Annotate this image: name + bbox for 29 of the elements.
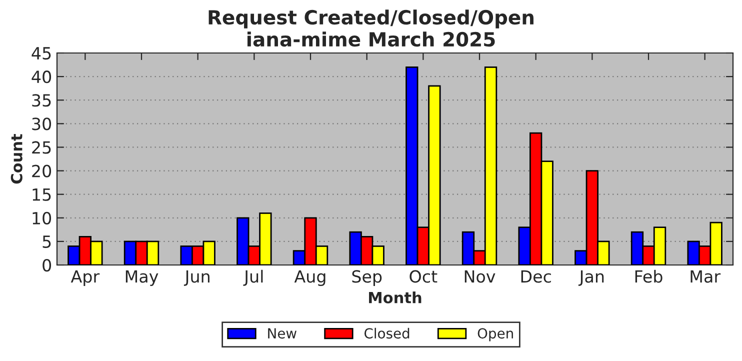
x-axis-title: Month (369, 292, 422, 304)
y-tick-label: 20 (32, 164, 52, 178)
x-tick-label: Sep (352, 270, 382, 286)
legend-label: New (268, 328, 296, 339)
chart-title: Request Created/Closed/Open (208, 10, 534, 28)
x-tick-label: Apr (70, 270, 100, 286)
x-tick-label: Jan (578, 270, 604, 286)
y-tick-label: 15 (32, 188, 51, 201)
x-tick-label: Feb (635, 270, 662, 283)
y-tick-label: 25 (32, 141, 51, 154)
x-tick-label: Mar (690, 270, 721, 283)
y-tick-label: 45 (32, 47, 51, 60)
x-tick-label: Nov (464, 270, 496, 283)
legend-label: Open (478, 328, 513, 342)
y-tick-label: 40 (32, 70, 52, 84)
legend-label: Closed (364, 328, 410, 339)
y-tick-label: 5 (42, 236, 51, 248)
y-tick-label: 0 (42, 258, 52, 272)
x-tick-label: Dec (521, 270, 551, 283)
y-tick-label: 10 (32, 212, 52, 224)
x-tick-label: Oct (410, 270, 438, 283)
y-tick-label: 30 (32, 118, 52, 130)
x-tick-label: Jul (243, 270, 263, 286)
chart-subtitle: iana-mime March 2025 (247, 32, 495, 47)
x-tick-label: May (126, 270, 158, 286)
x-tick-label: Jun (184, 270, 210, 286)
y-axis-title: Count (10, 134, 22, 184)
x-tick-label: Aug (294, 270, 326, 286)
y-tick-label: 35 (32, 94, 51, 107)
